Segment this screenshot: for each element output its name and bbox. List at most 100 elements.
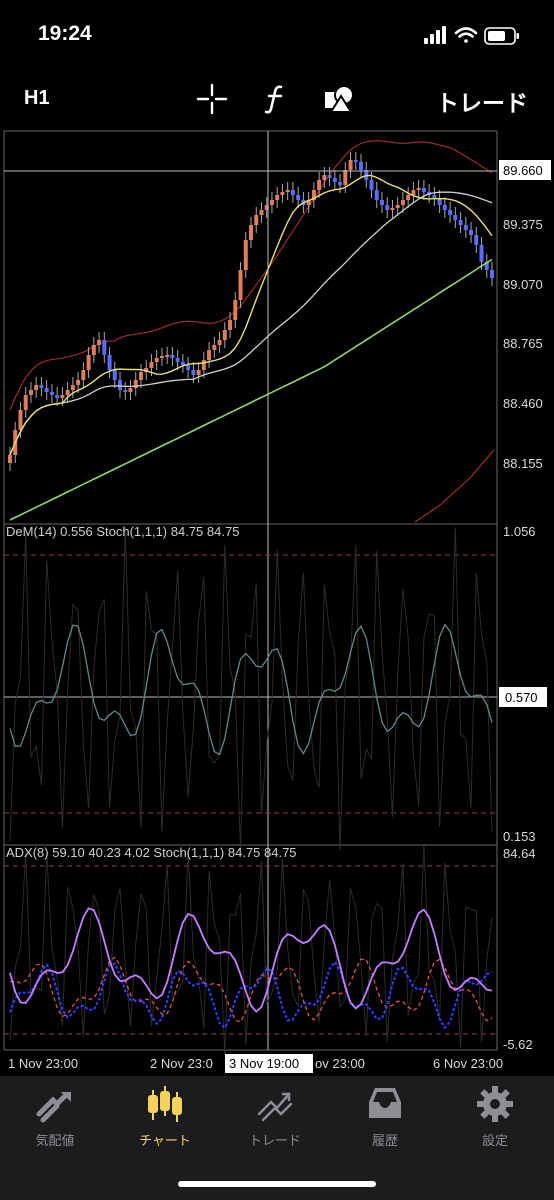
crosshair-price: 89.660 [503, 163, 543, 178]
chart-frame [3, 130, 498, 1051]
candle-body [469, 230, 474, 235]
candle-body [479, 245, 484, 262]
candle-body [484, 262, 489, 270]
candle-body [65, 390, 70, 395]
candle-body [123, 390, 128, 392]
candle-body [191, 370, 196, 375]
candle-body [359, 162, 364, 170]
candle-body [379, 200, 384, 205]
candle-body [463, 225, 468, 230]
history-inbox-icon [369, 1088, 401, 1118]
timeframe-button[interactable]: H1 [24, 87, 50, 109]
battery-icon [484, 27, 519, 45]
candle-body [296, 195, 301, 200]
candle-body [474, 235, 479, 245]
trade-icon [257, 1092, 293, 1122]
candle-body [249, 225, 253, 240]
tab-history[interactable]: 履歴 [330, 1084, 440, 1154]
time-tick: ov 23:00 [315, 1056, 365, 1071]
tab-settings[interactable]: 設定 [440, 1084, 550, 1154]
tab-label: 気配値 [35, 1133, 75, 1148]
time-tick: 6 Nov 23:00 [433, 1056, 503, 1071]
price-tick: 88.155 [503, 456, 543, 471]
tab-quotes[interactable]: 気配値 [0, 1084, 110, 1154]
candle-body [118, 380, 123, 390]
candle-body [343, 170, 348, 185]
candle-body [186, 365, 191, 370]
status-time: 19:24 [38, 22, 92, 45]
candle-body [217, 340, 222, 345]
stoch-adx-line [9, 845, 493, 1054]
price-tick: 88.460 [503, 396, 543, 411]
candle-body [374, 190, 379, 200]
price-tick: 89.070 [503, 277, 543, 292]
candle-body [149, 362, 154, 368]
dem-label: DeM(14) 0.556 Stoch(1,1,1) 84.75 84.75 [6, 524, 239, 539]
tab-label: トレード [248, 1133, 301, 1148]
ma-mid-line [9, 191, 493, 456]
time-tick: 2 Nov 23:0 [150, 1056, 213, 1071]
candle-body [154, 358, 159, 362]
crosshair-time: 3 Nov 19:00 [229, 1056, 299, 1071]
price-axis: 89.660 89.375 89.070 88.765 88.460 88.15… [499, 160, 551, 471]
shapes-icon[interactable] [322, 82, 356, 116]
candle-body [369, 180, 374, 190]
adx-levels [4, 865, 497, 1035]
candle-body [317, 180, 322, 190]
dem-axis-top: 1.056 [503, 524, 536, 539]
ma-slow-line [9, 258, 493, 521]
chart-candles-icon [148, 1086, 182, 1122]
candle-body [338, 182, 343, 185]
candle-body [416, 188, 421, 190]
trade-button[interactable]: トレード [436, 90, 528, 116]
candle-body [222, 330, 227, 340]
candle-body [411, 190, 416, 195]
candle-body [280, 192, 285, 195]
candle-body [390, 208, 395, 210]
candle-body [144, 368, 149, 372]
candle-body [385, 205, 390, 210]
gear-icon [477, 1086, 513, 1122]
candle-body [259, 210, 264, 215]
candle-body [55, 395, 60, 398]
candle-body [432, 195, 437, 198]
candle-body [332, 178, 337, 182]
candle-body [170, 355, 175, 358]
adx-minus-di-line [9, 956, 493, 1023]
tab-label: チャート [139, 1133, 191, 1148]
candle-body [437, 198, 442, 205]
candle-body [175, 358, 180, 362]
candle-body [254, 215, 259, 225]
candle-body [228, 320, 233, 330]
home-indicator [178, 1181, 376, 1187]
envelope-band [9, 140, 495, 523]
chart-toolbar: H1 トレード [0, 70, 554, 130]
candle-body [8, 455, 12, 463]
candle-body [442, 205, 447, 210]
candle-body [159, 356, 164, 358]
crosshair-price-box [499, 160, 551, 180]
adx-label: ADX(8) 59.10 40.23 4.02 Stoch(1,1,1) 84.… [6, 845, 297, 860]
status-icons [424, 26, 519, 45]
ma-fast-line [9, 174, 493, 456]
candle-body [49, 392, 54, 395]
candle-body [207, 350, 212, 360]
candle-body [311, 190, 316, 200]
candle-body [18, 410, 23, 430]
candle-body [86, 355, 91, 370]
candle-body [76, 380, 81, 385]
status-bar: 19:24 [0, 0, 554, 70]
crosshair-icon[interactable] [195, 82, 229, 116]
time-tick: 1 Nov 23:00 [8, 1056, 78, 1071]
stoch-dem-line [9, 527, 493, 851]
dem-line [9, 623, 493, 756]
price-chart[interactable]: 89.660 89.375 89.070 88.765 88.460 88.15… [0, 130, 554, 1076]
candle-body [44, 388, 49, 392]
candle-body [81, 370, 86, 380]
candle-body [421, 188, 426, 192]
candle-body [138, 372, 143, 380]
candle-body [306, 200, 311, 205]
function-icon[interactable] [259, 82, 293, 116]
tab-trade[interactable]: トレード [220, 1084, 330, 1154]
tab-chart[interactable]: チャート [110, 1084, 220, 1154]
